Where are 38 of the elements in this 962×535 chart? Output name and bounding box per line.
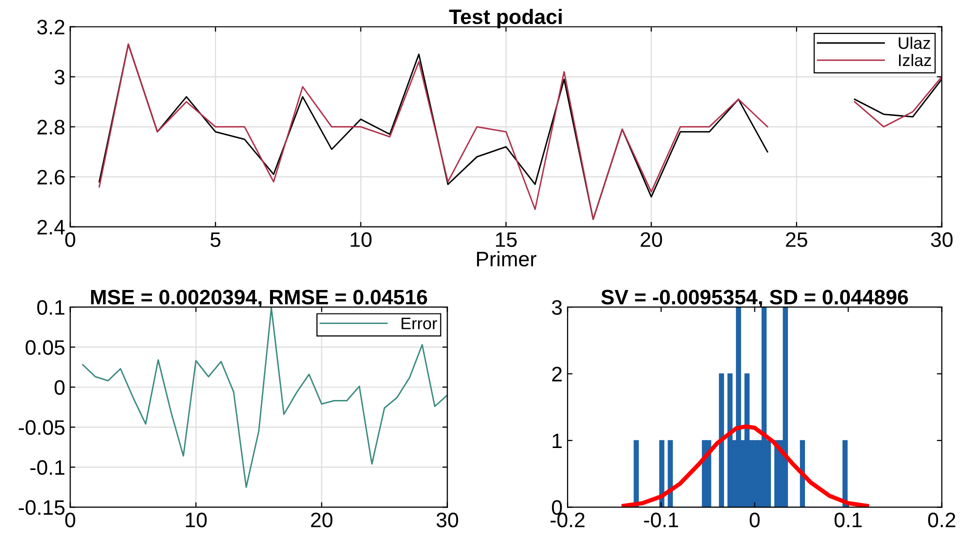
y-tick-label: 3.2 [37,20,64,35]
x-tick-label: 20 [311,512,332,528]
y-tick-label: 2.8 [37,120,64,135]
x-tick-label: 10 [350,232,372,248]
x-tick-label: 0.1 [834,512,862,528]
legend-label: Izlaz [899,54,931,66]
y-tick-label: 3 [54,70,64,85]
y-tick-label: 3 [552,300,562,315]
x-axis-title: Primer [477,251,536,266]
x-tick-label: 30 [931,232,953,248]
chart-title: SV = -0.0095354, SD = 0.044896 [601,290,908,308]
legend-label: Error [402,318,438,330]
y-tick-label: 0 [54,380,65,395]
y-tick-label: 2.4 [37,220,65,234]
y-tick-label: -0.1 [30,460,64,475]
y-tick-label: 0.05 [26,340,64,355]
y-tick-label: -0.05 [18,420,64,435]
x-tick-label: -0.2 [550,512,584,528]
x-tick-label: 25 [786,232,808,248]
legend-label: Ulaz [898,36,930,49]
y-tick-label: 2.6 [37,170,64,185]
x-tick-label: 30 [436,512,458,528]
x-tick-label: 0 [65,232,76,248]
x-tick-label: -0.1 [644,512,678,528]
chart-title: Test podaci [449,8,562,28]
y-tick-label: 0.1 [37,300,64,315]
x-tick-label: 15 [496,232,517,248]
x-tick-label: 10 [186,512,207,528]
chart-title: MSE = 0.0020394, RMSE = 0.04516 [91,290,428,308]
x-tick-label: 0.2 [928,512,956,528]
y-tick-label: 2 [552,366,562,382]
x-tick-label: 0 [750,512,760,528]
x-tick-label: 20 [640,232,662,248]
y-tick-label: -0.15 [18,500,64,515]
x-tick-label: 5 [210,232,220,248]
y-tick-label: 1 [552,434,562,448]
x-tick-label: 0 [65,512,76,528]
y-tick-label: 0 [552,500,562,515]
